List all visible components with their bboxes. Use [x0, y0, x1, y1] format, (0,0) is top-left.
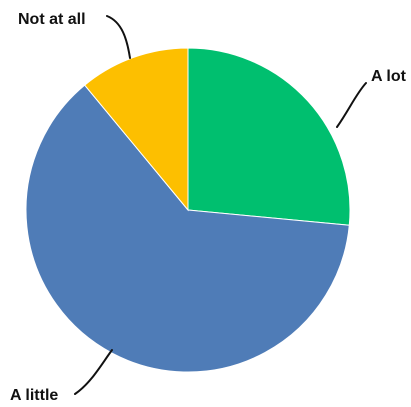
slice-labels: A lot A little Not at all	[10, 11, 407, 404]
pie-slice-a-lot	[187, 47, 351, 226]
pie-slice-a-little	[25, 84, 350, 373]
leader-line-not-at-all	[106, 15, 131, 59]
pie-slice-not-at-all	[84, 47, 189, 212]
slice-label-not-at-all: Not at all	[18, 11, 86, 28]
leader-lines	[74, 15, 367, 395]
leader-line-a-little	[74, 349, 113, 395]
slice-label-a-lot: A lot	[371, 68, 407, 85]
slices-layer	[25, 47, 351, 373]
slice-label-a-little: A little	[10, 387, 58, 404]
leader-line-a-lot	[336, 82, 367, 128]
